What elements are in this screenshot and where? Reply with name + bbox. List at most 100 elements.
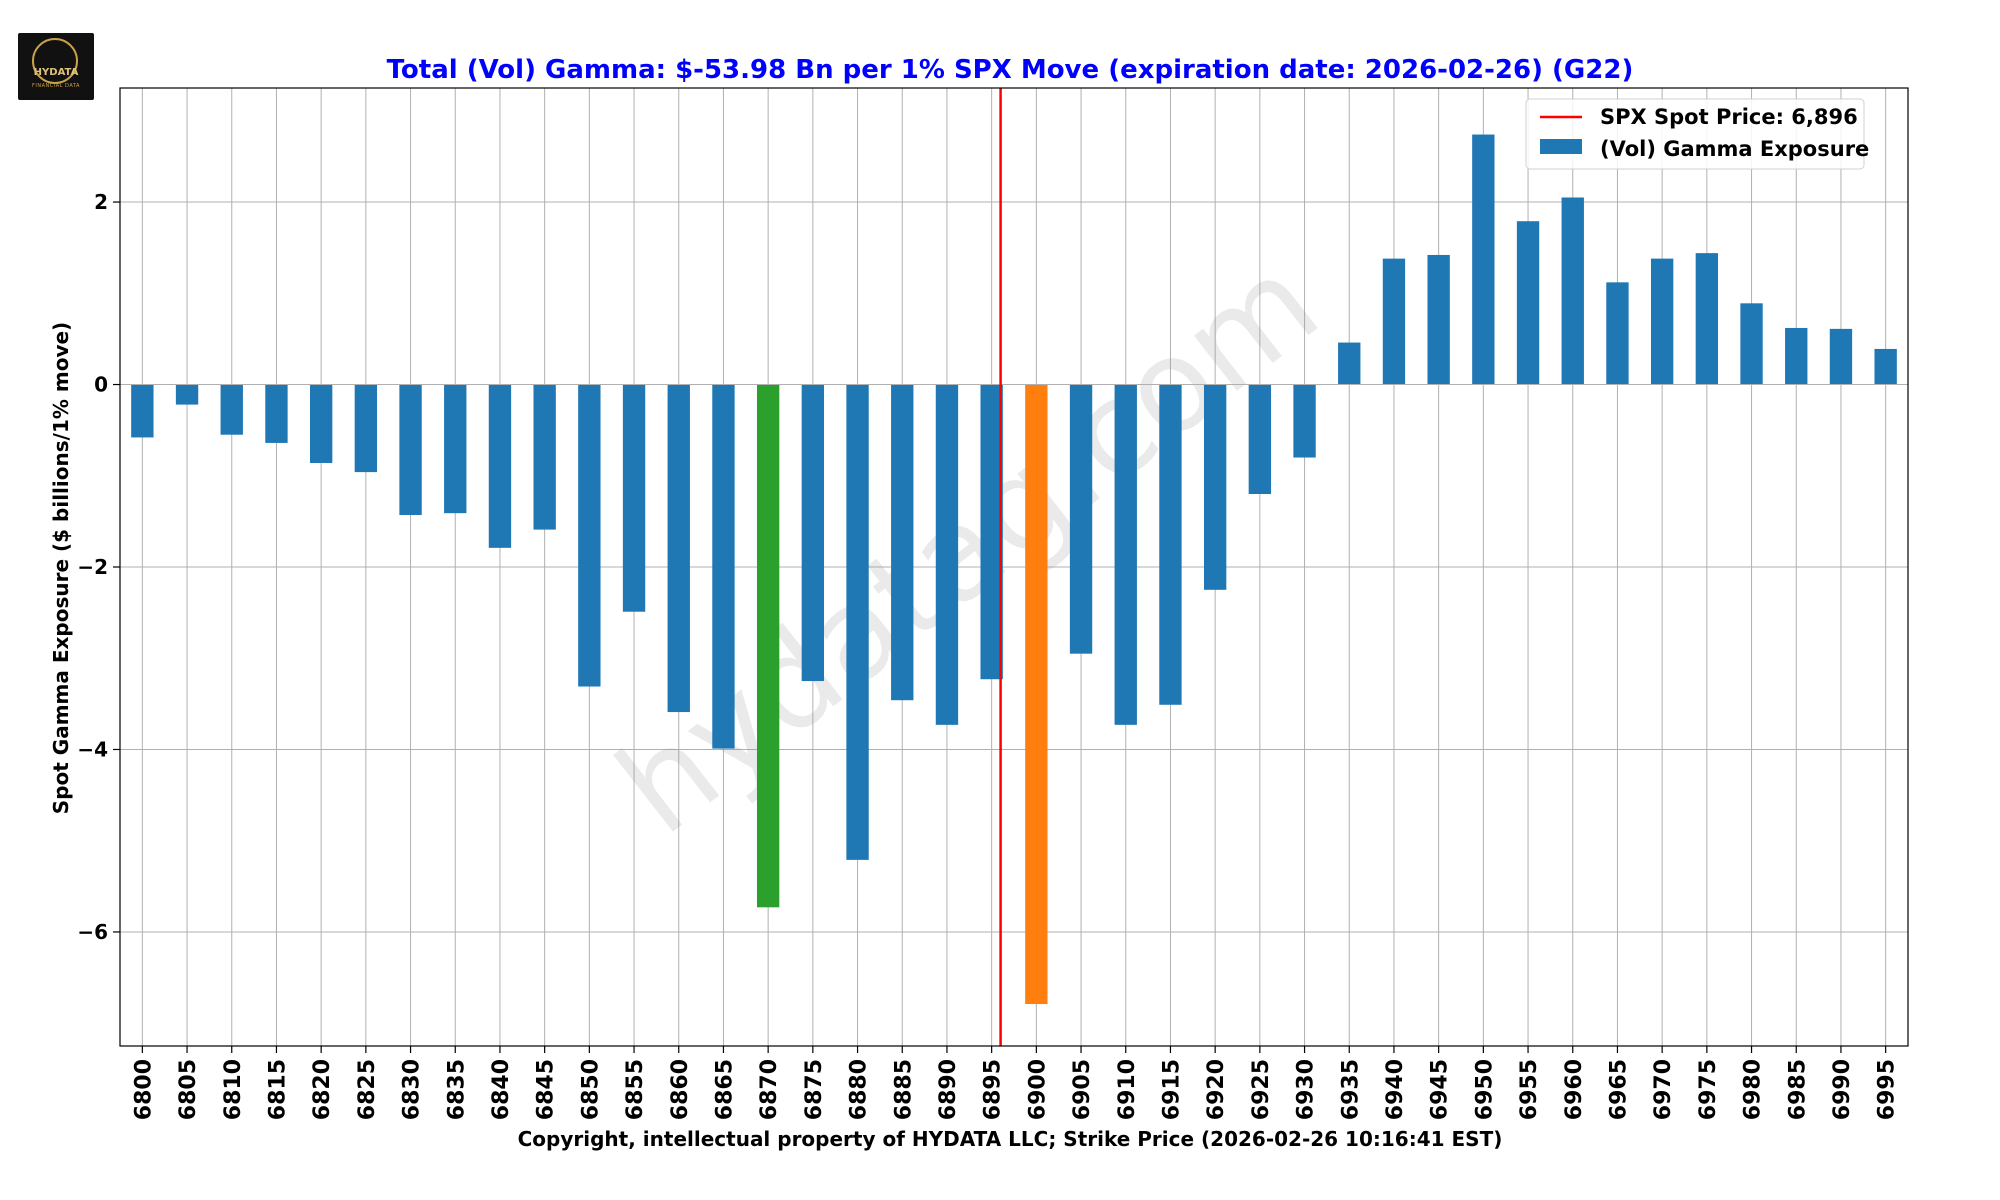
x-tick-label: 6985: [1785, 1059, 1810, 1120]
bar-6995: [1874, 348, 1897, 385]
x-tick-label: 6980: [1741, 1059, 1766, 1120]
watermark-text: hydatag.com: [591, 228, 1345, 863]
bar-6830: [399, 384, 422, 515]
bar-6900: [1025, 384, 1048, 1005]
hydata-logo: HYDATA FINANCIAL DATA: [18, 33, 94, 100]
bar-6875: [801, 384, 825, 682]
x-tick-label: 6900: [1025, 1059, 1050, 1120]
x-tick-label: 6850: [578, 1059, 603, 1120]
bar-6915: [1159, 384, 1182, 705]
bar-6930: [1293, 384, 1316, 458]
bar-6835: [444, 384, 467, 514]
x-tick-label: 6905: [1070, 1059, 1095, 1120]
bar-6990: [1829, 328, 1853, 385]
y-tick-label: −6: [77, 920, 108, 944]
y-axis-ticks: −6 −4 −2 0 2: [77, 190, 120, 944]
x-tick-label: 6805: [176, 1059, 201, 1120]
bar-6885: [891, 384, 914, 701]
legend-gamma-swatch: [1540, 139, 1582, 154]
x-tick-label: 6930: [1294, 1059, 1319, 1120]
bar-6895: [980, 384, 1003, 680]
bar-6935: [1338, 342, 1361, 385]
x-tick-label: 6865: [712, 1059, 737, 1120]
bar-6920: [1203, 384, 1227, 590]
x-tick-label: 6960: [1562, 1059, 1587, 1120]
x-tick-label: 6965: [1606, 1059, 1631, 1120]
chart-title: Total (Vol) Gamma: $-53.98 Bn per 1% SPX…: [387, 55, 1634, 85]
x-tick-label: 6940: [1383, 1059, 1408, 1120]
x-tick-label: 6800: [131, 1059, 156, 1120]
x-tick-label: 6885: [891, 1059, 916, 1120]
bar-6825: [354, 384, 378, 473]
x-tick-label: 6990: [1830, 1059, 1855, 1120]
x-tick-label: 6890: [936, 1059, 961, 1120]
bar-6890: [935, 384, 959, 725]
x-tick-label: 6970: [1651, 1059, 1676, 1120]
y-axis-label: Spot Gamma Exposure ($ billions/1% move): [49, 322, 73, 814]
logo-emblem-icon: [32, 38, 78, 84]
x-tick-label: 6955: [1517, 1059, 1542, 1120]
y-tick-label: −2: [77, 555, 108, 579]
x-tick-label: 6895: [981, 1059, 1006, 1120]
x-tick-label: 6915: [1159, 1059, 1184, 1120]
x-tick-label: 6950: [1472, 1059, 1497, 1120]
bar-6855: [622, 384, 646, 612]
x-tick-label: 6925: [1249, 1059, 1274, 1120]
x-tick-label: 6810: [221, 1059, 246, 1120]
x-tick-label: 6935: [1338, 1059, 1363, 1120]
bar-6850: [578, 384, 601, 687]
legend-gamma-label: (Vol) Gamma Exposure: [1600, 137, 1869, 161]
bar-6870: [756, 384, 780, 908]
y-tick-label: −4: [77, 737, 108, 761]
bar-6815: [265, 384, 288, 443]
logo-subtext: FINANCIAL DATA: [32, 83, 80, 89]
x-tick-label: 6845: [534, 1059, 559, 1120]
bar-6960: [1561, 197, 1584, 385]
bar-6810: [220, 384, 243, 435]
bar-6910: [1114, 384, 1137, 725]
x-axis-ticks: 6800 6805 6810 6815 6820 6825 6830 6835 6840 6845…: [131, 1046, 1900, 1120]
x-tick-label: 6920: [1204, 1059, 1229, 1120]
x-tick-label: 6975: [1696, 1059, 1721, 1120]
x-tick-label: 6815: [265, 1059, 290, 1120]
bar-6860: [667, 384, 690, 713]
legend: SPX Spot Price: 6,896 (Vol) Gamma Exposu…: [1525, 98, 1869, 170]
x-tick-label: 6995: [1875, 1059, 1900, 1120]
x-tick-label: 6830: [400, 1059, 425, 1120]
bar-6975: [1695, 253, 1719, 385]
x-tick-label: 6860: [668, 1059, 693, 1120]
legend-spot-label: SPX Spot Price: 6,896: [1600, 105, 1858, 129]
bar-6945: [1427, 254, 1450, 385]
bar-6880: [846, 384, 869, 860]
bar-6965: [1606, 282, 1629, 385]
bar-6955: [1516, 221, 1540, 385]
x-tick-label: 6820: [310, 1059, 335, 1120]
legend-box: [1525, 98, 1865, 170]
bar-6820: [309, 384, 333, 463]
y-tick-label: 0: [94, 373, 108, 397]
bar-6985: [1785, 327, 1808, 385]
x-tick-label: 6840: [489, 1059, 514, 1120]
bar-6980: [1740, 303, 1763, 385]
x-axis-label: Copyright, intellectual property of HYDA…: [518, 1127, 1503, 1151]
bar-6840: [488, 384, 512, 548]
bar-6950: [1472, 134, 1495, 385]
bar-6800: [131, 384, 154, 438]
x-tick-label: 6855: [623, 1059, 648, 1120]
bar-6940: [1382, 258, 1406, 385]
bar-6970: [1650, 258, 1674, 385]
bar-6865: [712, 384, 735, 749]
x-tick-label: 6870: [757, 1059, 782, 1120]
bar-6845: [533, 384, 556, 530]
logo-text: HYDATA: [33, 67, 79, 78]
x-tick-label: 6945: [1428, 1059, 1453, 1120]
x-tick-label: 6825: [355, 1059, 380, 1120]
bar-6805: [175, 384, 199, 405]
x-tick-label: 6880: [847, 1059, 872, 1120]
x-tick-label: 6875: [802, 1059, 827, 1120]
x-tick-label: 6910: [1115, 1059, 1140, 1120]
bar-6905: [1069, 384, 1093, 654]
x-tick-label: 6835: [444, 1059, 469, 1120]
y-tick-label: 2: [94, 190, 108, 214]
